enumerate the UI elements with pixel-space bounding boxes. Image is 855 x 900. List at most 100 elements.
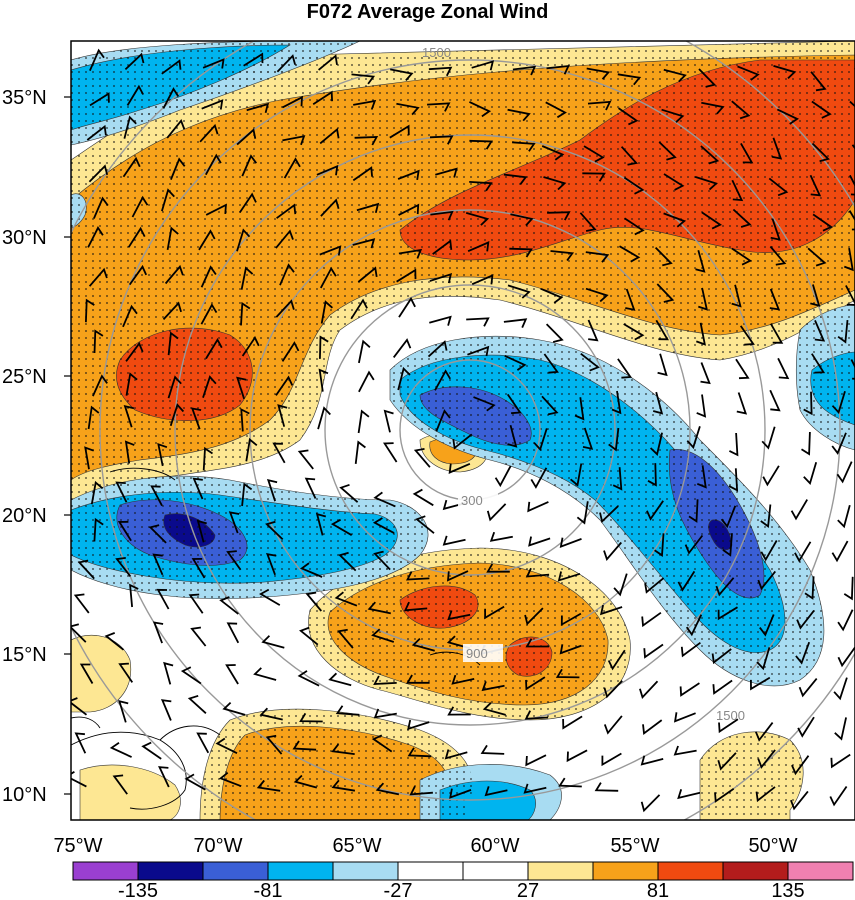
wind-barb — [371, 628, 395, 643]
wind-barb — [541, 395, 559, 416]
wind-barb — [481, 681, 505, 692]
wind-barb — [523, 783, 547, 794]
wind-barb — [582, 427, 594, 450]
wind-barb — [484, 605, 505, 620]
wind-barb — [527, 501, 549, 513]
wind-barb — [694, 176, 718, 191]
wind-barb — [297, 670, 320, 687]
wind-barb — [791, 755, 810, 776]
wind-barb — [188, 593, 204, 614]
wind-barb — [84, 446, 95, 470]
wind-barb — [586, 67, 611, 80]
wind-barb — [192, 477, 204, 500]
wind-barb — [73, 593, 90, 614]
lat-label: 35°N — [2, 87, 47, 109]
lat-label: 25°N — [2, 366, 47, 388]
wind-barb — [319, 127, 340, 145]
wind-barb — [731, 247, 752, 266]
wind-barb — [759, 614, 775, 637]
wind-barb — [718, 718, 739, 734]
colorbar-label: -135 — [118, 880, 158, 900]
wind-barb — [736, 392, 748, 415]
wind-barb — [331, 779, 356, 792]
wind-barb — [407, 747, 432, 758]
wind-barb — [152, 621, 164, 644]
wind-barb — [663, 68, 687, 83]
wind-barb — [93, 196, 109, 219]
wind-barb — [157, 442, 168, 467]
wind-barb — [164, 264, 184, 285]
wind-barb — [158, 766, 170, 788]
wind-barb — [358, 370, 375, 393]
wind-barb — [88, 164, 109, 183]
wind-barb — [166, 119, 186, 139]
wind-barb — [215, 737, 238, 755]
wind-barb — [241, 482, 253, 507]
wind-barb — [279, 263, 295, 286]
wind-barb — [161, 188, 175, 212]
wind-barb — [196, 732, 210, 754]
wind-barb — [696, 465, 707, 489]
wind-barb — [357, 266, 378, 283]
wind-barb — [430, 210, 454, 221]
wind-barb — [504, 354, 527, 371]
wind-barb — [166, 226, 179, 251]
wind-barb — [265, 520, 284, 541]
wind-barb — [525, 754, 547, 767]
wind-barb — [696, 394, 707, 418]
wind-barb — [118, 662, 134, 683]
wind-barb — [240, 266, 254, 290]
wind-barb — [125, 372, 138, 396]
wind-barb — [319, 335, 329, 359]
wind-barb — [277, 404, 288, 427]
wind-barb — [510, 213, 534, 227]
wind-barb — [608, 427, 620, 452]
colorbar-label: 27 — [517, 880, 539, 900]
wind-barb — [656, 283, 675, 303]
colorbar-label: 81 — [647, 880, 669, 900]
wind-barb — [338, 551, 357, 572]
wind-barb — [240, 301, 251, 326]
wind-barb — [623, 176, 645, 195]
lon-label: 75°W — [53, 835, 102, 857]
wind-barb — [282, 135, 306, 146]
wind-barb — [654, 533, 665, 557]
wind-barb — [658, 141, 677, 161]
wind-barb — [236, 376, 247, 400]
wind-barb — [202, 58, 225, 69]
wind-barb — [698, 287, 709, 311]
wind-barb — [830, 753, 851, 769]
wind-barb — [603, 541, 622, 561]
wind-barb — [218, 771, 242, 788]
wind-barb — [587, 319, 599, 342]
wind-barb — [371, 734, 393, 753]
wind-barb — [663, 173, 685, 191]
wind-barb — [585, 251, 610, 263]
wind-barb — [446, 570, 469, 582]
wind-barb — [837, 609, 854, 632]
map-frame — [70, 40, 855, 821]
wind-barb — [543, 176, 567, 191]
wind-barb — [798, 678, 818, 698]
wind-barb — [737, 65, 760, 81]
wind-barb — [700, 362, 711, 385]
wind-barb — [451, 674, 475, 685]
wind-barb — [701, 211, 723, 230]
wind-barb — [241, 154, 258, 177]
wind-barb — [525, 567, 550, 578]
wind-barb — [373, 708, 397, 719]
wind-barb — [202, 446, 213, 471]
wind-barb — [413, 448, 431, 468]
wind-barb — [156, 588, 170, 610]
lat-label: 15°N — [2, 644, 47, 666]
wind-barb — [93, 517, 104, 542]
wind-barb — [253, 667, 277, 681]
wind-barb — [795, 641, 811, 665]
wind-barb — [256, 779, 281, 792]
wind-barb — [467, 345, 490, 357]
wind-barb — [383, 409, 394, 433]
wind-barb — [543, 353, 559, 374]
wind-barb — [473, 396, 496, 412]
wind-barb — [297, 449, 314, 470]
